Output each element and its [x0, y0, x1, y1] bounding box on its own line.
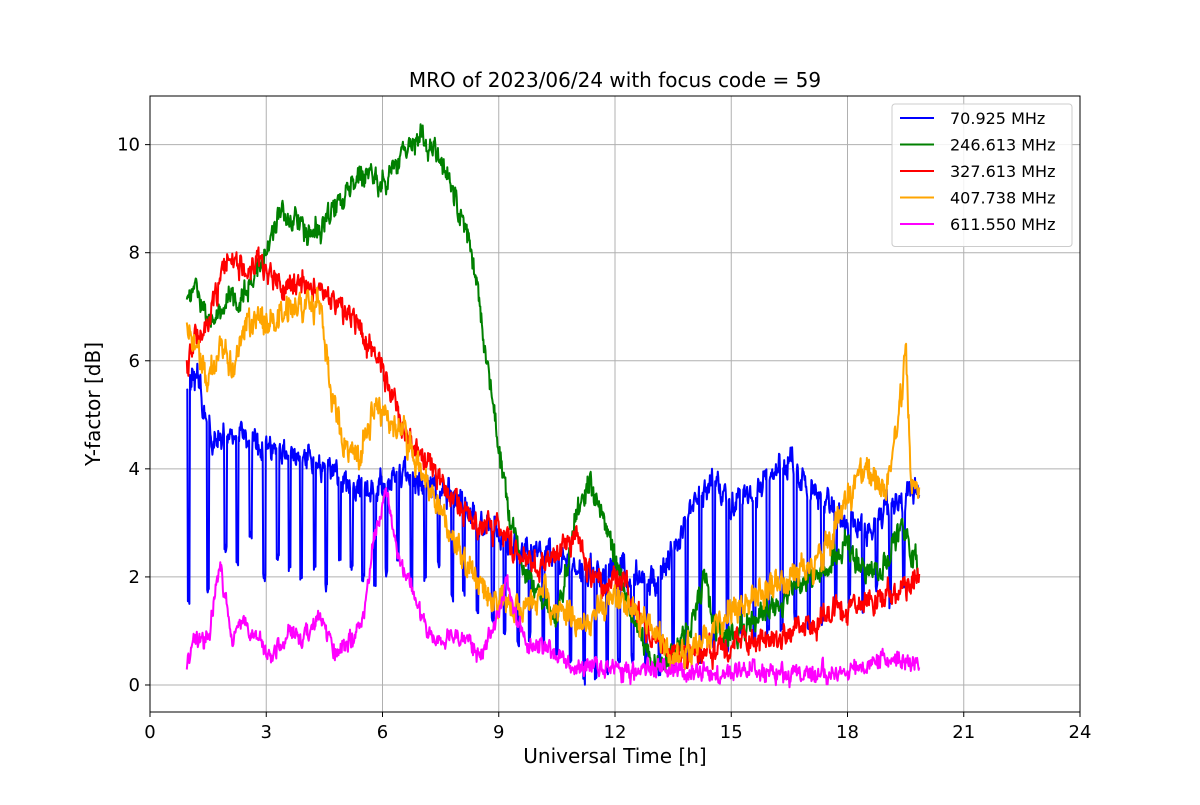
legend: 70.925 MHz 246.613 MHz 327.613 MHz 407.738 …: [891, 103, 1073, 247]
legend-label: 611.550 MHz: [950, 215, 1055, 234]
x-tick-label: 12: [604, 722, 627, 743]
y-tick-label: 10: [117, 135, 140, 156]
legend-box: [891, 103, 1073, 247]
y-tick-label: 2: [129, 567, 140, 588]
series-layer: [185, 123, 921, 689]
x-tick-label: 24: [1069, 722, 1092, 743]
series-line: [185, 246, 921, 670]
x-tick-label: 21: [952, 722, 975, 743]
y-tick-label: 6: [129, 351, 140, 372]
legend-label: 407.738 MHz: [950, 189, 1055, 208]
y-tick-label: 0: [129, 675, 140, 696]
y-tick-label: 8: [129, 243, 140, 264]
y-tick-label: 4: [129, 459, 140, 480]
chart-title: MRO of 2023/06/24 with focus code = 59: [409, 68, 821, 92]
series-line: [185, 487, 921, 689]
x-tick-label: 6: [377, 722, 388, 743]
series-line: [185, 286, 921, 672]
x-tick-label: 3: [261, 722, 272, 743]
x-tick-label: 18: [836, 722, 859, 743]
legend-label: 327.613 MHz: [950, 162, 1055, 181]
x-tick-label: 0: [144, 722, 155, 743]
x-tick-label: 15: [720, 722, 743, 743]
legend-label: 246.613 MHz: [950, 136, 1055, 155]
legend-label: 70.925 MHz: [950, 109, 1045, 128]
x-axis-title: Universal Time [h]: [523, 744, 706, 768]
y-axis-title: Y-factor [dB]: [81, 342, 105, 467]
x-tick-label: 9: [493, 722, 504, 743]
series-line: [185, 123, 920, 676]
